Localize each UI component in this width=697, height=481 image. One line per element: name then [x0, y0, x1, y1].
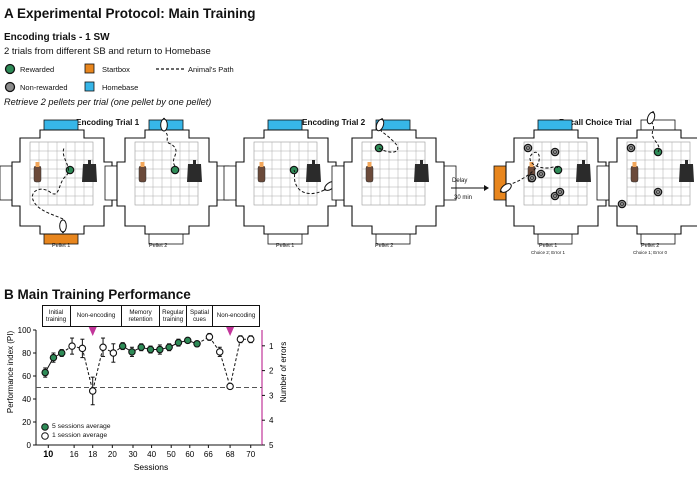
- y2-tick-label: 2: [269, 367, 274, 376]
- protocol-legend: [4, 63, 184, 93]
- avg1-point: [226, 382, 234, 391]
- x-tick-label: 40: [147, 450, 156, 459]
- phase-non-encoding-1: Non-encoding: [71, 306, 122, 326]
- y2-tick-label: 3: [269, 391, 274, 400]
- caption-enc2-pellet2: Pellet 2: [375, 243, 394, 249]
- encoding-subtitle: Encoding trials - 1 SW: [4, 32, 110, 43]
- legend-avg5-label: 5 sessions average: [52, 423, 111, 430]
- trial-title-encoding-1: Encoding Trial 1: [76, 118, 140, 127]
- y2-tick-label: 4: [269, 416, 274, 425]
- delay-time: 30 min: [454, 195, 473, 201]
- y-tick-label: 100: [18, 326, 32, 335]
- y2-tick-label: 5: [269, 441, 274, 450]
- y2-axis-label: Number of errors: [279, 342, 288, 402]
- panel-b-title: B Main Training Performance: [4, 287, 191, 302]
- chart-layer: 0 20 40 60 80 100 1 2 3 4 5 10 16 18 20 30 40 50 60 66 68 70: [18, 326, 274, 459]
- x-tick-label: 66: [204, 450, 213, 459]
- caption-recall-choice1: Choice 2; Error 1: [531, 250, 566, 255]
- phase-spatial-cues: Spatial cues: [187, 306, 213, 326]
- avg5-point: [146, 345, 155, 354]
- phase-memory-retention: Memory retention: [122, 306, 160, 326]
- x-tick-label: 30: [129, 450, 138, 459]
- avg5-point: [165, 343, 173, 351]
- delay-label: Delay: [452, 178, 468, 184]
- maze-diagrams: [0, 109, 697, 245]
- avg1-point: [246, 335, 255, 343]
- avg5-point: [41, 368, 49, 377]
- avg1-point: [99, 343, 107, 351]
- x-tick-label: 68: [226, 450, 235, 459]
- avg5-point: [118, 342, 127, 350]
- caption-enc1-pellet2: Pellet 2: [149, 243, 168, 249]
- rewarded-legend-icon: [4, 63, 16, 75]
- maze-recall-pellet2: [596, 109, 697, 245]
- legend-non-rewarded-label: Non-rewarded: [20, 83, 68, 92]
- chart-legend-markers: [41, 423, 49, 440]
- caption-enc1-pellet1: Pellet 1: [52, 243, 71, 249]
- legend-path-label: Animal's Path: [188, 65, 234, 74]
- phase-regular-training: Regular training: [160, 306, 187, 326]
- phase-initial-training: Initial training: [42, 306, 71, 326]
- caption-recall-choice2: Choice 1; Error 0: [633, 250, 668, 255]
- avg5-point: [193, 340, 201, 348]
- avg1-point: [68, 342, 76, 350]
- non-rewarded-legend-icon: [4, 81, 16, 93]
- performance-chart: Performance index (PI) Number of errors …: [6, 326, 288, 472]
- avg5-point: [128, 348, 136, 356]
- legend-avg1-marker: [41, 432, 49, 440]
- legend-avg1-label: 1 session average: [52, 432, 108, 439]
- caption-enc2-pellet1: Pellet 1: [276, 243, 295, 249]
- y-tick-label: 60: [22, 372, 31, 381]
- avg1-point: [109, 349, 118, 357]
- avg1-point: [205, 333, 214, 341]
- legend-startbox-label: Startbox: [102, 65, 130, 74]
- y-axis-label: Performance index (PI): [6, 331, 15, 414]
- trial-title-encoding-2: Encoding Trial 2: [302, 118, 366, 127]
- caption-recall-pellet1: Pellet 1: [539, 243, 558, 249]
- legend-homebase-label: Homebase: [102, 83, 139, 92]
- avg1-point: [78, 344, 87, 353]
- avg5-point: [174, 338, 183, 347]
- y2-tick-label: 1: [269, 342, 274, 351]
- avg5-point: [137, 343, 146, 351]
- session-marker-68: [226, 327, 235, 336]
- trial-title-recall: Recall Choice Trial: [559, 118, 632, 127]
- avg5-point: [57, 349, 66, 357]
- series-avg1-line-b: [209, 336, 251, 389]
- x-tick-label: 20: [108, 450, 117, 459]
- avg1-point: [236, 335, 245, 343]
- panel-a-title: A Experimental Protocol: Main Training: [4, 6, 256, 21]
- maze-encoding1-pellet2: [104, 117, 230, 245]
- legend-avg5-marker: [41, 423, 49, 431]
- x-tick-label: 16: [70, 450, 79, 459]
- maze-encoding2-pellet2: [331, 116, 457, 245]
- legend-rewarded-label: Rewarded: [20, 65, 55, 74]
- homebase-legend-icon: [84, 81, 95, 92]
- startbox-legend-icon: [84, 63, 95, 74]
- phase-non-encoding-2: Non-encoding: [216, 312, 256, 319]
- y-tick-label: 80: [22, 349, 31, 358]
- x-tick-label: 18: [88, 450, 97, 459]
- avg5-point: [49, 353, 58, 362]
- session-marker-18: [88, 327, 97, 336]
- x-tick-label: 50: [167, 450, 176, 459]
- x-axis-label: Sessions: [134, 462, 169, 472]
- avg5-point: [156, 345, 164, 354]
- y-tick-label: 20: [22, 418, 31, 427]
- y-tick-label: 40: [22, 395, 31, 404]
- avg1-point: [216, 348, 224, 356]
- avg1-point: [88, 387, 97, 395]
- x-tick-label: 10: [43, 449, 53, 459]
- y-tick-label: 0: [27, 441, 32, 450]
- pellet-note: Retrieve 2 pellets per trial (one pellet…: [4, 97, 212, 107]
- maze-encoding2-pellet1: [223, 119, 349, 245]
- x-tick-label: 70: [246, 450, 255, 459]
- phase-bar: [42, 305, 260, 327]
- caption-recall-pellet2: Pellet 2: [641, 243, 660, 249]
- encoding-description: 2 trials from different SB and return to…: [4, 46, 211, 57]
- avg5-point: [183, 336, 192, 345]
- x-tick-label: 60: [185, 450, 194, 459]
